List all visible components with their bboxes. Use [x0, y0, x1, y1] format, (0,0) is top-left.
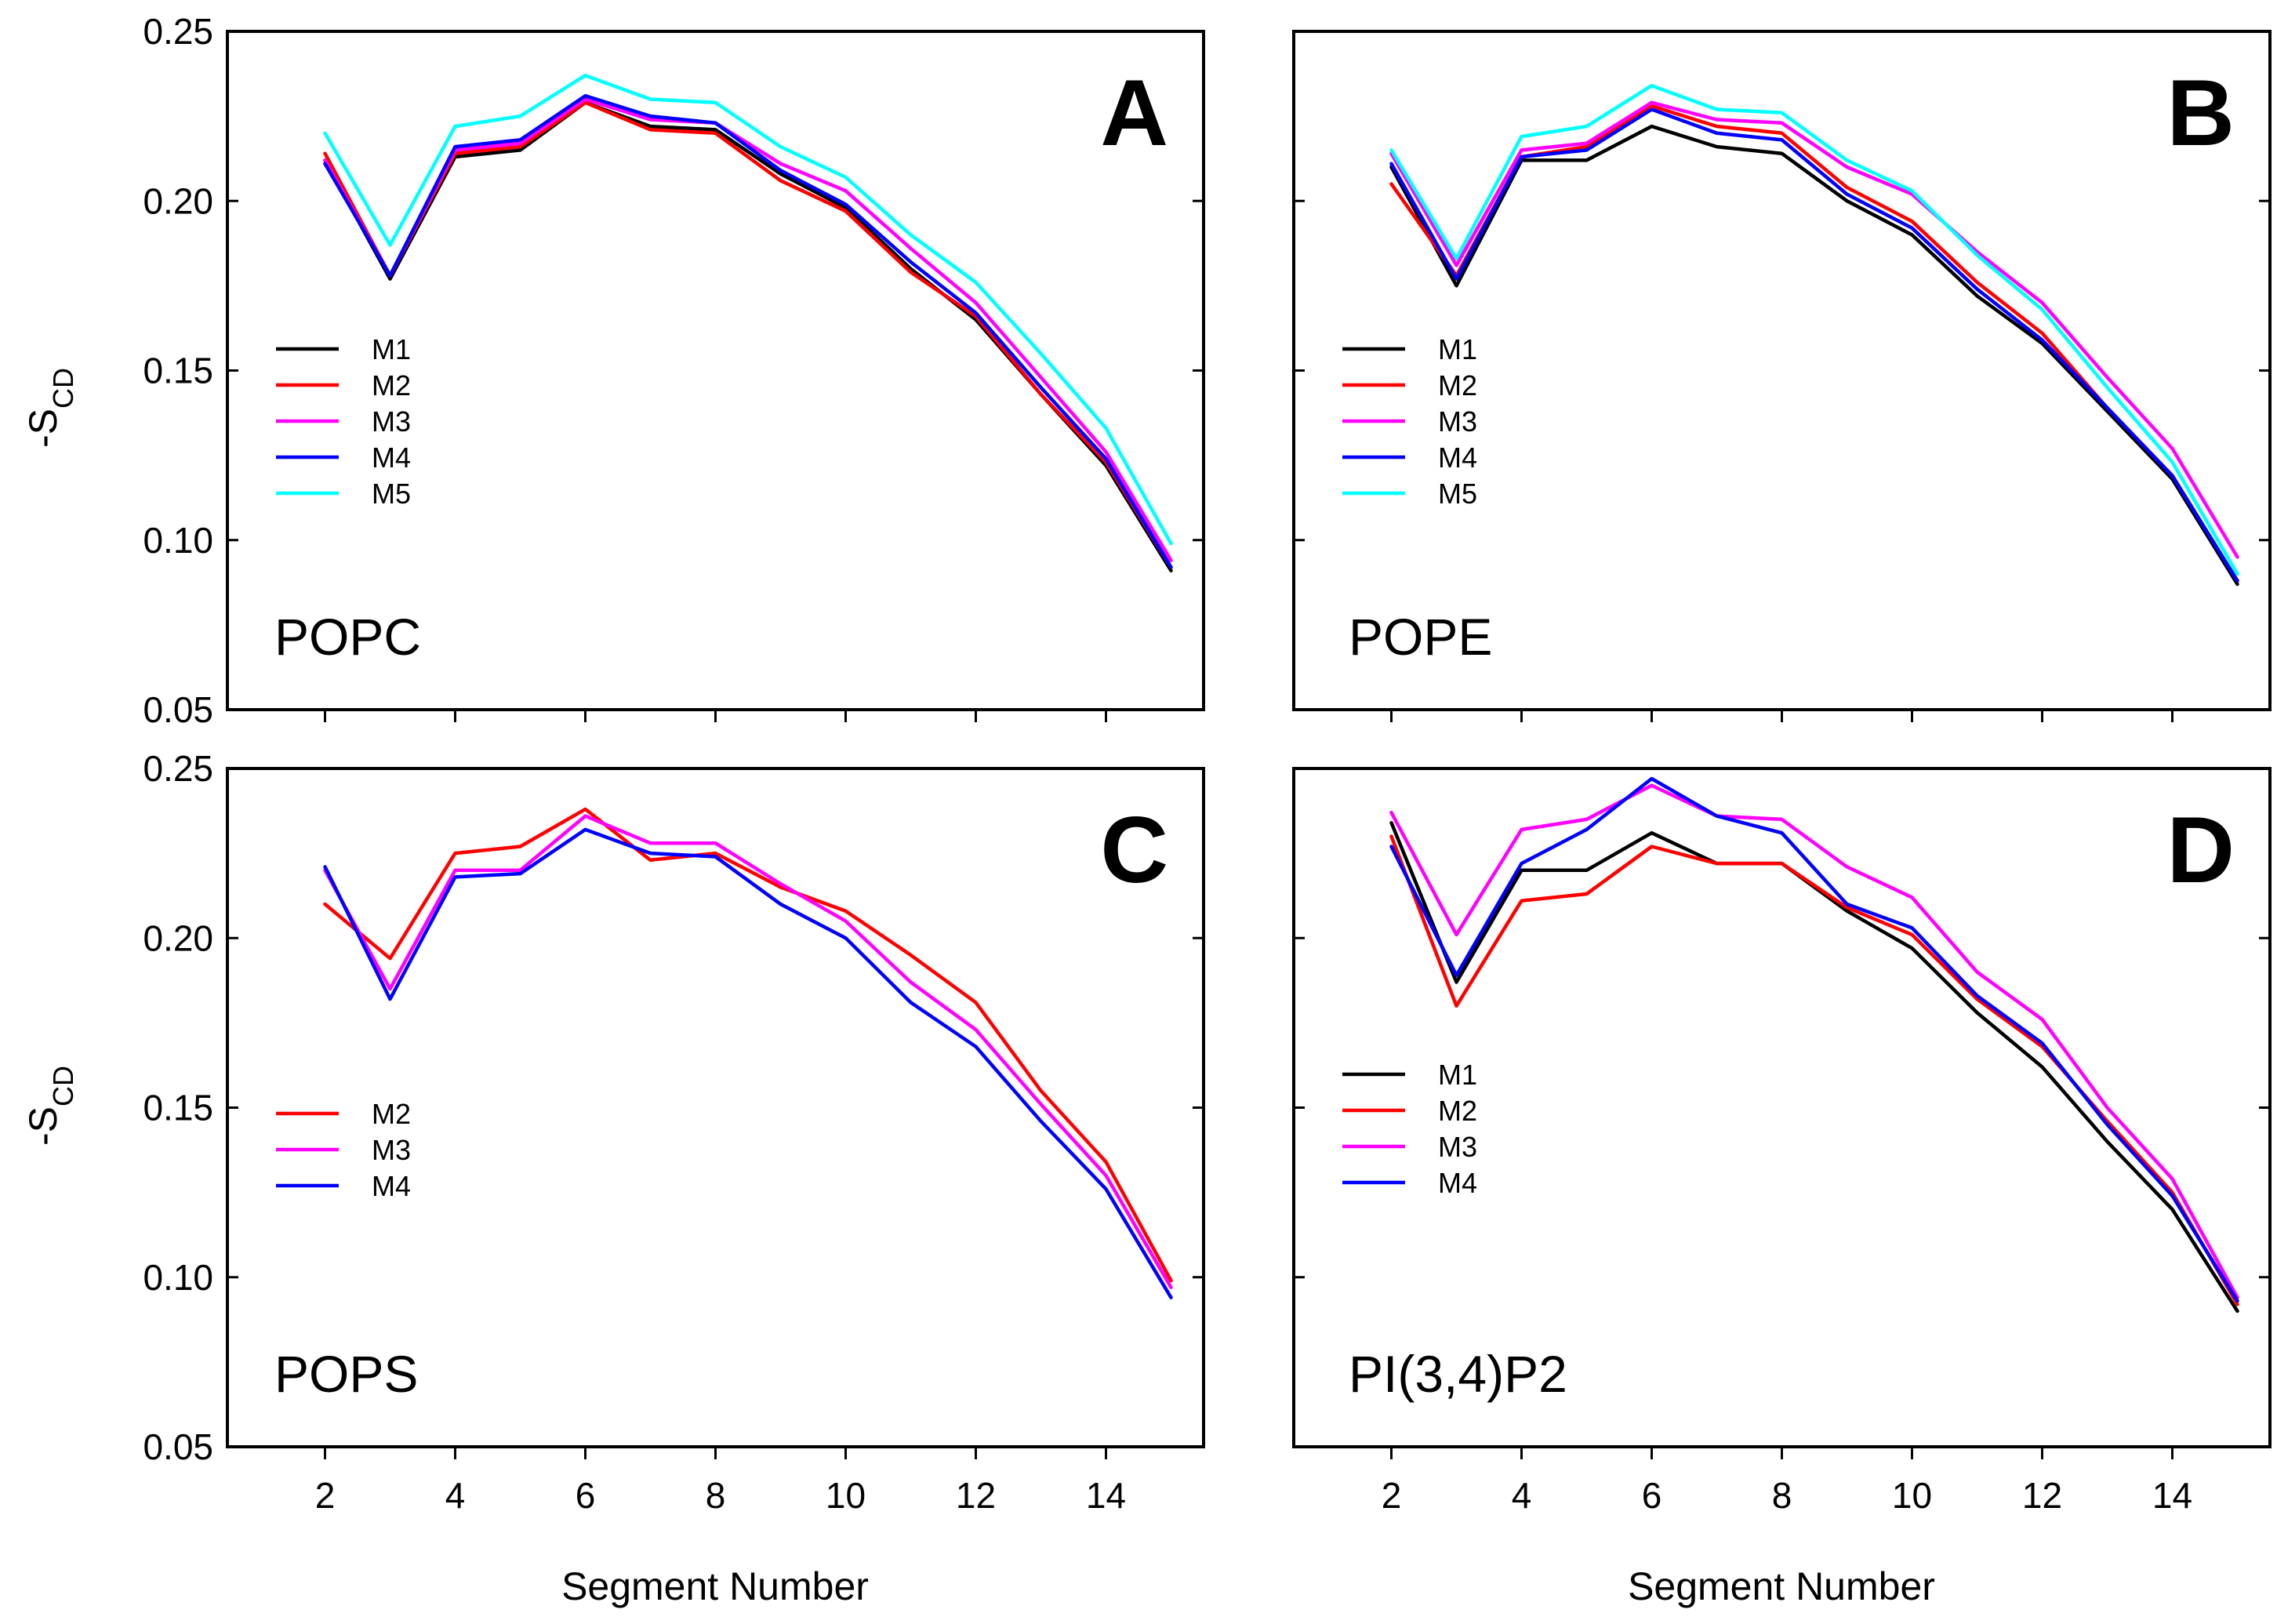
panel-d-legend-label-m3: M3 — [1438, 1131, 1477, 1163]
panel-c-x-tick-label: 10 — [826, 1475, 866, 1516]
panel-d-letter: D — [2166, 797, 2235, 903]
panel-c-legend-label-m3: M3 — [372, 1134, 411, 1166]
panel-a-series-m2 — [323, 100, 1173, 569]
y-axis-title-bottom-main: -S — [21, 1106, 65, 1146]
panel-c-y-tick-label: 0.10 — [143, 1257, 213, 1298]
panel-b-series-m5 — [1389, 83, 2239, 576]
panel-a-lipid-label: POPC — [274, 608, 421, 666]
panel-a-series-m4 — [323, 93, 1173, 569]
panel-c-x-tick-label: 2 — [315, 1475, 336, 1516]
panel-c-plot: 0.05 0.10 0.15 0.20 0.25 2 4 6 8 10 12 14 M2 M3 M4 — [143, 748, 1205, 1516]
panel-d-series-m4 — [1389, 776, 2239, 1303]
panel-a-series-m5 — [323, 73, 1173, 546]
panel-b-lipid-label: POPE — [1349, 608, 1492, 666]
panel-c-y-tick-label: 0.05 — [143, 1426, 213, 1467]
y-axis-title-top-main: -S — [21, 409, 65, 448]
panel-a-series-m3 — [323, 97, 1173, 562]
panel-c-y-tick-label: 0.20 — [143, 917, 213, 958]
panel-d-lipid-label: PI(3,4)P2 — [1349, 1345, 1567, 1403]
panel-b-legend-label-m1: M1 — [1438, 333, 1477, 365]
panel-b-legend-label-m3: M3 — [1438, 405, 1477, 438]
panel-a-series-m1 — [323, 100, 1173, 572]
panel-b-series-m1 — [1389, 124, 2239, 587]
panel-a-legend-label-m5: M5 — [372, 478, 411, 510]
panel-c-y-tick-label: 0.15 — [143, 1088, 213, 1128]
panel-a-legend-label-m2: M2 — [372, 369, 411, 401]
panel-d-x-tick-label: 2 — [1382, 1475, 1402, 1516]
panel-a-y-tick-label: 0.10 — [143, 520, 213, 561]
panel-c-legend: M2 M3 M4 — [276, 1098, 411, 1202]
panel-d-legend: M1 M2 M3 M4 — [1342, 1059, 1477, 1199]
y-axis-title-top: -SCD — [21, 368, 79, 448]
panel-c-x-axis-title: Segment Number — [561, 1564, 869, 1608]
panel-d-legend-label-m4: M4 — [1438, 1167, 1477, 1199]
panel-d: 2 4 6 8 10 12 14 M1 M2 M3 M4 D PI(3,4)P2 Segment N… — [1292, 767, 2272, 1608]
panel-d-x-tick-label: 10 — [1892, 1475, 1932, 1516]
panel-c-x-tick-label: 12 — [956, 1475, 996, 1516]
panel-c-x-tick-label: 6 — [576, 1475, 596, 1516]
panel-a-letter: A — [1100, 60, 1168, 165]
y-axis-title-bottom-sub: CD — [47, 1066, 79, 1106]
panel-b-letter: B — [2166, 60, 2235, 165]
panel-d-legend-label-m2: M2 — [1438, 1095, 1477, 1127]
panel-d-plot: 2 4 6 8 10 12 14 M1 M2 M3 M4 — [1292, 767, 2272, 1516]
panel-c-legend-label-m2: M2 — [372, 1098, 411, 1130]
panel-c-x-tick-label: 14 — [1086, 1475, 1126, 1516]
panel-d-x-tick-label: 6 — [1642, 1475, 1662, 1516]
y-axis-title-top-sub: CD — [47, 368, 79, 409]
panel-d-x-axis-title: Segment Number — [1628, 1564, 1935, 1608]
panel-a-y-tick-label: 0.15 — [143, 351, 213, 391]
panel-c-x-tick-label: 8 — [706, 1475, 726, 1516]
panel-c-letter: C — [1100, 797, 1168, 903]
panel-b-legend-label-m4: M4 — [1438, 441, 1477, 474]
panel-b-series-m4 — [1389, 107, 2239, 583]
panel-c-legend-label-m4: M4 — [372, 1170, 411, 1202]
panel-d-series-m2 — [1389, 834, 2239, 1306]
panel-a-legend-label-m1: M1 — [372, 333, 411, 365]
panel-b-legend-label-m2: M2 — [1438, 369, 1477, 401]
panel-b-series-m3 — [1389, 100, 2239, 559]
panel-d-legend-label-m1: M1 — [1438, 1059, 1477, 1091]
panel-a-y-tick-label: 0.25 — [143, 11, 213, 52]
panel-c-series-m3 — [323, 814, 1173, 1289]
panel-d-x-tick-label: 14 — [2152, 1475, 2192, 1516]
panel-b-legend-label-m5: M5 — [1438, 478, 1477, 510]
panel-d-series-m3 — [1389, 783, 2239, 1299]
panel-a-y-tick-label: 0.20 — [143, 180, 213, 221]
panel-d-series-m1 — [1389, 820, 2239, 1313]
y-axis-title-bottom: -SCD — [21, 1066, 79, 1146]
panel-a-legend-label-m4: M4 — [372, 441, 411, 474]
panel-c-series-m4 — [323, 827, 1173, 1299]
panel-c-y-tick-label: 0.25 — [143, 748, 213, 789]
panel-c-x-tick-label: 4 — [445, 1475, 466, 1516]
panel-c-lipid-label: POPS — [274, 1345, 418, 1403]
panel-a-legend-label-m3: M3 — [372, 405, 411, 438]
panel-d-x-tick-label: 12 — [2022, 1475, 2062, 1516]
panel-d-x-tick-label: 4 — [1512, 1475, 1532, 1516]
panel-d-x-tick-label: 8 — [1772, 1475, 1792, 1516]
panel-c-series-m2 — [323, 807, 1173, 1283]
panel-a-y-tick-label: 0.05 — [143, 689, 213, 730]
panel-c: 0.05 0.10 0.15 0.20 0.25 2 4 6 8 10 12 14 M2 M3 M4 C P… — [143, 748, 1205, 1608]
